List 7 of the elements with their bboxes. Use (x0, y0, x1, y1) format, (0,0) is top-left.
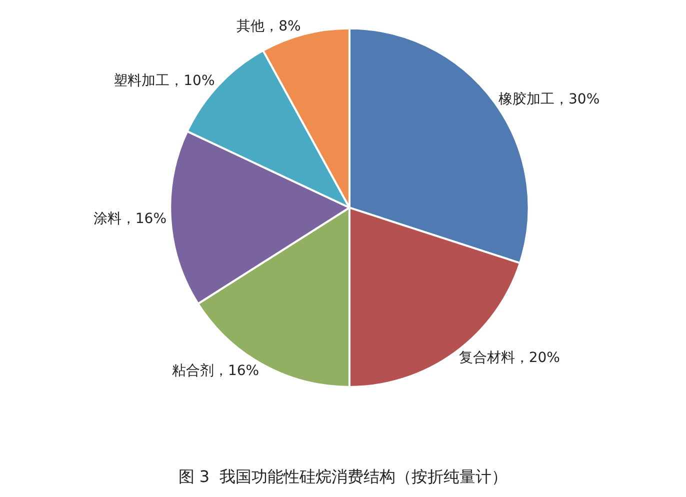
slice-label: 其他，8% (236, 18, 301, 34)
text: 图 3 我国功能性硅烷消费结构（按折纯量计） (178, 467, 508, 486)
slice-label: 橡胶加工，30% (498, 91, 600, 108)
slice-label: 涂料，16% (93, 210, 167, 227)
slice-label: 塑料加工，10% (114, 73, 215, 90)
slice-label: 粘合剂，16% (172, 362, 260, 379)
slice-label: 复合材料，20% (458, 350, 560, 366)
